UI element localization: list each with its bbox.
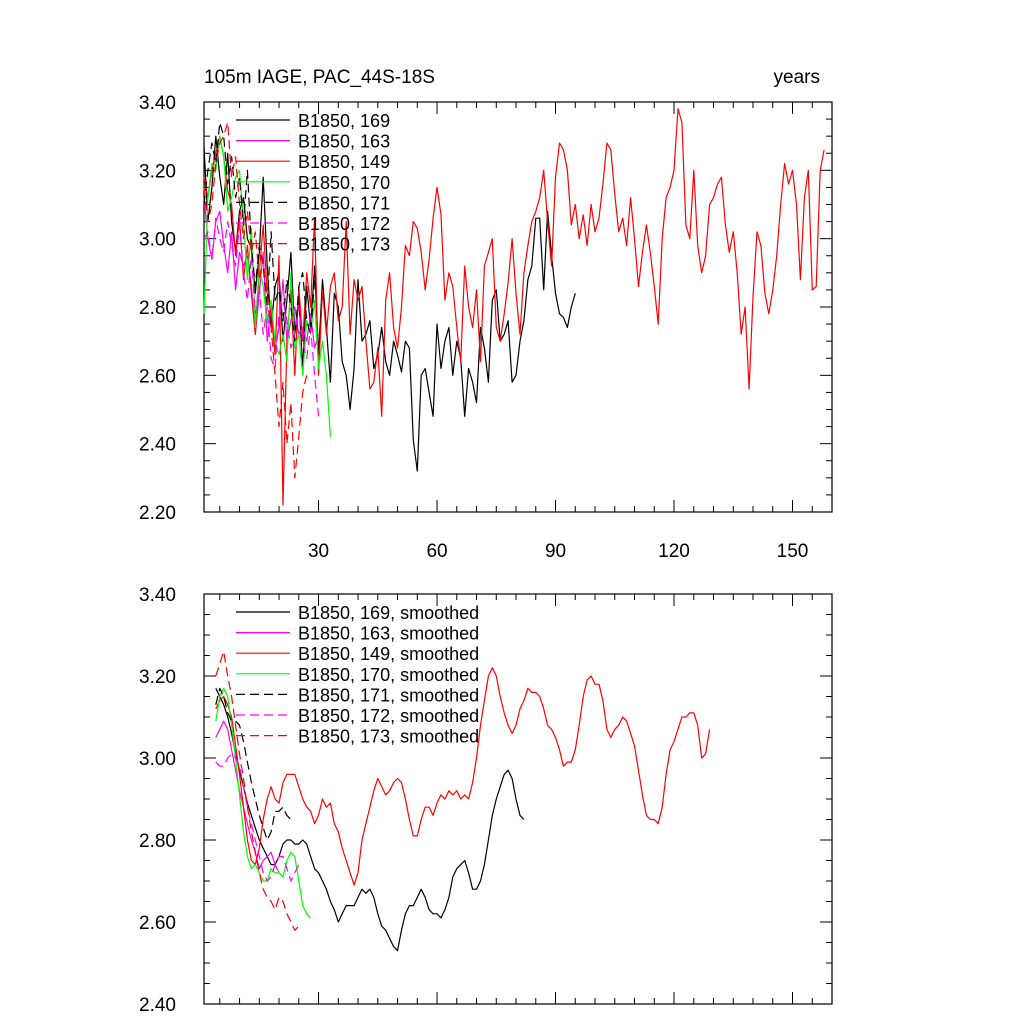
series-line-b1850-163 (203, 197, 320, 349)
legend-label: B1850, 170 (298, 173, 390, 193)
legend-label: B1850, 173, smoothed (298, 727, 479, 747)
y-tick-label: 2.20 (139, 503, 176, 524)
legend-label: B1850, 173 (298, 235, 390, 255)
y-tick-label: 2.80 (139, 831, 176, 852)
legend-label: B1850, 169, smoothed (298, 603, 479, 623)
legend-label: B1850, 169 (298, 111, 390, 131)
y-tick-label: 2.80 (139, 298, 176, 319)
legend-label: B1850, 170, smoothed (298, 665, 479, 685)
y-tick-label: 3.00 (139, 749, 176, 770)
series-line-b1850-171 (203, 121, 316, 342)
series-line-b1850-173-smoothed (215, 650, 300, 931)
y-tick-label: 3.00 (139, 230, 176, 251)
y-tick-label: 3.20 (139, 161, 176, 182)
series-line-b1850-171-smoothed (215, 687, 295, 841)
chart-title: 105m IAGE, PAC_44S-18S (204, 67, 435, 88)
x-tick-label: 90 (545, 541, 566, 562)
series-line-b1850-163-smoothed (215, 720, 280, 874)
legend-label: B1850, 171 (298, 193, 390, 213)
series-line-b1850-173 (203, 121, 308, 479)
legend-label: B1850, 149 (298, 152, 390, 172)
series-line-b1850-149-smoothed (215, 667, 711, 886)
series-line-b1850-170-smoothed (215, 687, 312, 919)
y-tick-label: 3.40 (139, 585, 176, 606)
legend-label: B1850, 172 (298, 214, 390, 234)
x-tick-label: 120 (658, 541, 690, 562)
y-tick-label: 2.60 (139, 913, 176, 934)
series-line-b1850-172-smoothed (215, 753, 300, 882)
top-panel: 105m IAGE, PAC_44S-18S years 2.20 2.40 2.6… (139, 67, 833, 562)
series-line-b1850-169 (203, 135, 576, 472)
legend-label: B1850, 163 (298, 132, 390, 152)
y-tick-label: 2.40 (139, 435, 176, 456)
units-label: years (774, 67, 820, 88)
series-line-b1850-149 (203, 108, 825, 506)
x-tick-label: 60 (426, 541, 447, 562)
legend-label: B1850, 171, smoothed (298, 685, 479, 705)
x-tick-label: 150 (777, 541, 809, 562)
y-tick-label: 2.60 (139, 366, 176, 387)
y-tick-label: 2.40 (139, 995, 176, 1016)
x-tick-label: 30 (308, 541, 329, 562)
legend-label: B1850, 149, smoothed (298, 644, 479, 664)
y-tick-label: 3.20 (139, 667, 176, 688)
bottom-panel: 2.40 2.60 2.80 3.00 3.20 3.40 B1850, 169, smoo… (139, 585, 833, 1016)
y-tick-label: 3.40 (139, 93, 176, 114)
legend-label: B1850, 163, smoothed (298, 624, 479, 644)
legend-label: B1850, 172, smoothed (298, 706, 479, 726)
